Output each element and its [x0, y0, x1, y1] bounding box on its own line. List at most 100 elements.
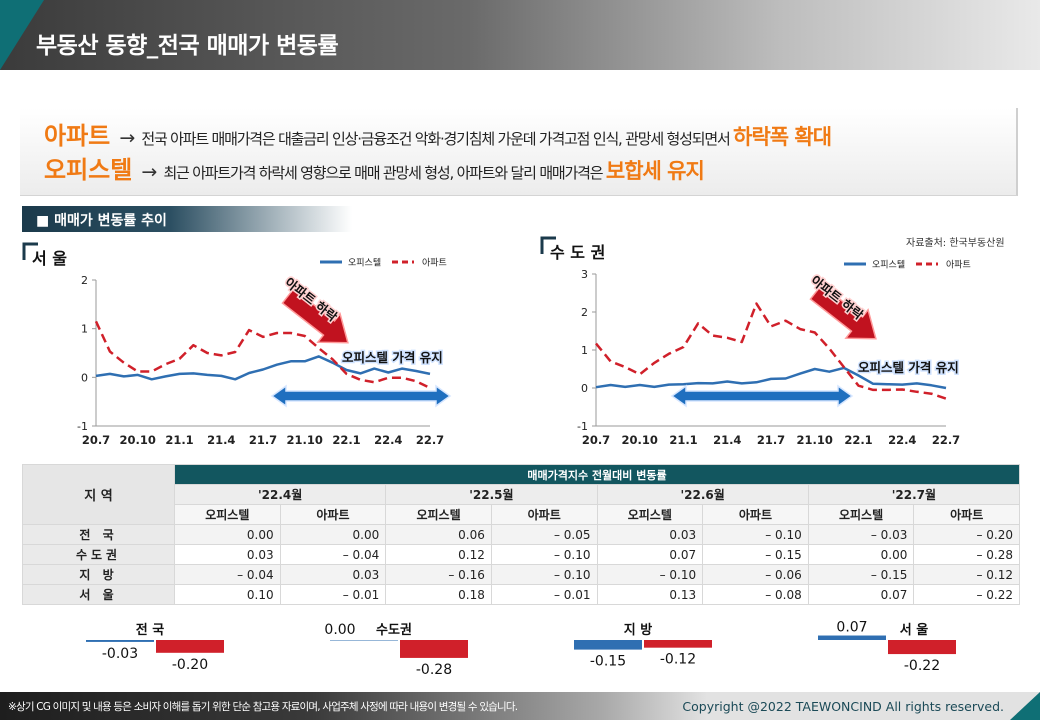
table-cell: – 0.06 [702, 564, 809, 585]
summary-box: 아파트 → 전국 아파트 매매가격은 대출금리 인상·금융조건 악화·경기침체 … [20, 108, 1018, 196]
x-tick-label: 21.10 [797, 433, 833, 447]
latest-month-bars: 전 국 -0.03 -0.20 수도권 0.00 -0.28 지 방 -0.15 -0.12 서 … [86, 620, 956, 678]
table-body: 전 국 0.00 0.00 0.06– 0.05 0.03– 0.10– 0.03– 0… [22, 524, 1020, 605]
table-region-header: 지 역 [22, 464, 175, 525]
table-series-header: 아파트 [913, 504, 1020, 525]
bar-value-apartment: -0.22 [904, 658, 940, 674]
footer: ※상기 CG 이미지 및 내용 등은 소비자 이해를 돕기 위한 단순 참고용 … [0, 692, 1040, 720]
table-series-header: 아파트 [490, 504, 598, 525]
y-tick-label: 2 [581, 306, 588, 319]
legend-label: 오피스텔 [348, 257, 381, 269]
seoul-line-chart: 서 울 오피스텔 아파트 -1 0 1 2 20.7 20.10 21.1 21.4 21.7 21.1… [18, 236, 488, 452]
table-cell: – 0.10 [490, 564, 598, 585]
bar-value-officetel: -0.15 [590, 654, 626, 670]
y-tick-label: 3 [581, 268, 588, 281]
series-line-apartment [94, 320, 431, 390]
table-series-header: 아파트 [702, 504, 809, 525]
legend-label: 아파트 [946, 260, 971, 271]
y-tick-label: 1 [581, 344, 588, 357]
table-series-row: 오피스텔 아파트 오피스텔 아파트 오피스텔 아파트 오피스텔 아파트 [23, 504, 1020, 525]
down-arrow-icon [281, 287, 349, 344]
page-title: 부동산 동향_전국 매매가 변동률 [36, 33, 339, 59]
x-tick-label: 21.1 [669, 433, 697, 447]
x-tick-label: 21.7 [249, 433, 277, 447]
change-rate-table: 지 역 매매가격지수 전월대비 변동률 '22.4월 '22.5월 '22.6월 '2… [22, 464, 1021, 605]
table-cell: – 0.15 [702, 544, 809, 565]
chart-title: 서 울 [32, 249, 67, 268]
table-cell: – 0.08 [702, 584, 809, 605]
x-tick-label: 22.1 [332, 433, 360, 447]
x-tick-label: 20.7 [82, 433, 110, 447]
header-banner: 부동산 동향_전국 매매가 변동률 [0, 0, 1040, 70]
double-arrow-icon [270, 384, 452, 408]
y-tick-label: 1 [81, 323, 88, 336]
table-cell: – 0.28 [913, 544, 1020, 565]
bar-region-label: 서 울 [900, 622, 928, 638]
table-cell: – 0.04 [174, 564, 281, 585]
x-tick-label: 21.10 [287, 433, 323, 447]
table-cell: 0.07 [807, 584, 915, 605]
x-tick-label: 22.7 [932, 433, 960, 447]
x-tick-label: 20.10 [120, 433, 156, 447]
seoul-chart-svg: 서 울 오피스텔 아파트 -1 0 1 2 20.7 20.10 21.1 21.4 21.7 21.1… [22, 242, 452, 447]
summary-highlight: 보합세 유지 [605, 159, 705, 183]
data-source: 자료출처: 한국부동산원 [906, 238, 1005, 249]
table-row-region: 수도권 [22, 544, 175, 565]
section-title: ■ 매매가 변동률 추이 [36, 213, 167, 229]
table-cell: 0.00 [174, 524, 281, 545]
table-cell: – 0.16 [385, 564, 492, 585]
table-month-header: '22.6월 [596, 484, 809, 505]
table-cell: – 0.15 [807, 564, 915, 585]
table-month-header: '22.5월 [385, 484, 598, 505]
table-row-region: 전 국 [22, 524, 175, 545]
table-row: 수도권 0.03– 0.04 0.12– 0.10 0.07– 0.15 0.00– 0… [22, 544, 1020, 565]
apartment-down-arrow [281, 287, 349, 344]
table-series-header: 오피스텔 [807, 504, 915, 525]
table-row-region: 지 방 [22, 564, 175, 585]
table-series-header: 오피스텔 [596, 504, 704, 525]
table-cell: – 0.03 [807, 524, 915, 545]
x-tick-label: 21.4 [713, 433, 741, 447]
table-cell: 0.07 [596, 544, 704, 565]
bar-value-apartment: -0.28 [416, 662, 452, 678]
y-tick-label: 0 [581, 382, 588, 395]
table-cell: – 0.10 [490, 544, 598, 565]
section-title-bar: ■ 매매가 변동률 추이 [22, 206, 352, 232]
table-cell: – 0.01 [490, 584, 598, 605]
table-row: 지 방 – 0.04 0.03– 0.16– 0.10– 0.10– 0.06– 0… [22, 564, 1020, 585]
table-series-header: 오피스텔 [385, 504, 492, 525]
y-tick-label: 2 [81, 274, 88, 287]
table-cell: 0.03 [279, 564, 387, 585]
table-cell: – 0.05 [490, 524, 598, 545]
title-bracket-icon [22, 242, 38, 260]
summary-line-apartment: 아파트 → 전국 아파트 매매가격은 대출금리 인상·금융조건 악화·경기침체 … [44, 116, 832, 151]
legend-label: 아파트 [422, 258, 447, 269]
y-tick-label: 0 [81, 371, 88, 384]
x-tick-label: 21.7 [757, 433, 785, 447]
bar-officetel [86, 640, 154, 642]
footer-accent-triangle [1010, 692, 1040, 720]
series-line-officetel [595, 366, 947, 390]
footer-copyright: Copyright @2022 TAEWONCIND All rights re… [682, 699, 1004, 714]
table-cell: 0.00 [279, 524, 387, 545]
bar-officetel [818, 635, 886, 640]
bar-region-label: 지 방 [624, 622, 652, 638]
table-month-header: '22.7월 [807, 484, 1021, 505]
table-series-header: 아파트 [279, 504, 387, 525]
bar-apartment [156, 640, 224, 653]
bar-region-label: 전 국 [136, 622, 164, 638]
double-arrow-icon [670, 384, 854, 408]
right-arrow-icon: → [141, 161, 158, 183]
table-cell: 0.03 [596, 524, 704, 545]
bar-apartment [888, 640, 956, 655]
y-tick-label: -1 [577, 420, 588, 433]
y-tick-label: -1 [77, 420, 88, 433]
table-cell: 0.06 [385, 524, 492, 545]
capital-line-chart: 수 도 권 오피스텔 아파트 -1 0 1 2 3 20.7 20.10 21.1 21.4 21.7 2… [536, 236, 1016, 452]
x-tick-label: 22.1 [844, 433, 872, 447]
chart-title: 수 도 권 [550, 243, 605, 262]
series-line-officetel [95, 355, 431, 381]
summary-text: 전국 아파트 매매가격은 대출금리 인상·금융조건 악화·경기침체 가운데 가격… [141, 130, 734, 148]
title-bracket-icon [540, 236, 556, 254]
